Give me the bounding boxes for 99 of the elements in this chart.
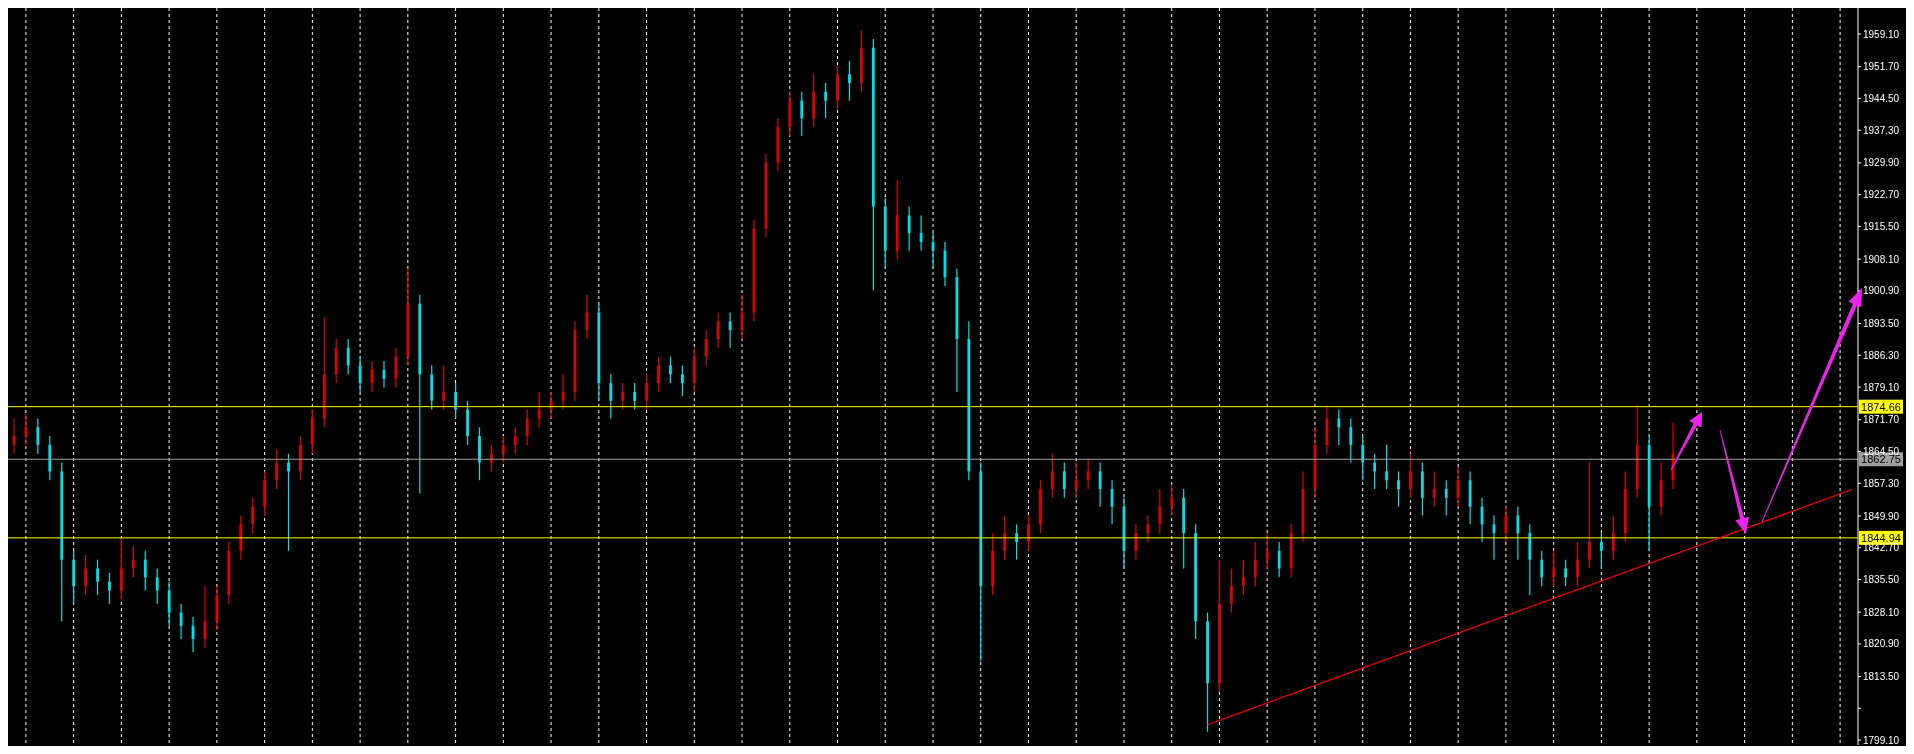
y-tick-label: 1944.50: [1863, 93, 1900, 105]
candlestick: [1003, 514, 1007, 561]
candlestick: [299, 435, 302, 481]
candlestick: [155, 567, 159, 605]
candlestick: [490, 444, 493, 472]
candlestick: [1015, 523, 1018, 561]
candlestick: [657, 356, 660, 393]
candlestick: [609, 373, 613, 420]
candlestick: [1552, 550, 1556, 587]
candlestick: [1373, 453, 1377, 490]
candlestick: [907, 205, 911, 252]
candlestick: [1218, 559, 1221, 693]
y-tick-label: 1915.50: [1863, 221, 1900, 232]
candlestick: [131, 545, 135, 578]
candlestick: [167, 581, 171, 627]
candlestick: [680, 364, 684, 397]
candlestick: [1265, 532, 1269, 570]
candlestick: [454, 382, 458, 420]
candlestick: [704, 329, 708, 367]
candlestick: [1062, 461, 1066, 499]
y-tick-label: 1799.10: [1863, 734, 1900, 746]
y-tick-label: 1849.90: [1863, 510, 1900, 522]
y-tick-label: 1922.70: [1863, 189, 1900, 201]
candlestick: [36, 417, 40, 455]
candlestick: [1564, 559, 1568, 587]
candlestick: [1361, 435, 1365, 481]
candlestick: [442, 364, 446, 411]
y-tick-label: 1937.30: [1863, 124, 1900, 136]
candlestick: [478, 426, 481, 481]
candlestick: [275, 448, 278, 490]
candlestick: [1146, 514, 1150, 543]
candlestick: [287, 453, 290, 552]
y-tick-label: 1886.30: [1863, 349, 1900, 361]
candlestick: [1432, 470, 1436, 508]
candlestick: [96, 559, 99, 596]
candlestick: [1540, 550, 1544, 587]
candlestick: [513, 426, 517, 455]
candlestick: [1409, 453, 1412, 499]
y-tick-label: 1857.30: [1863, 477, 1900, 489]
candlestick: [824, 82, 828, 119]
y-tick-label: 1813.50: [1863, 671, 1900, 683]
candlestick: [1253, 541, 1257, 587]
y-tick-label: 1929.90: [1863, 157, 1900, 169]
y-tick-label: 1959.10: [1863, 28, 1900, 40]
candlestick: [716, 311, 720, 349]
candlestick: [1098, 461, 1102, 508]
candlestick: [1241, 559, 1245, 596]
candlestick: [1588, 461, 1591, 570]
ref-line-label: 1874.66: [1861, 400, 1901, 413]
candlestick: [1444, 479, 1448, 517]
y-tick-label: 1951.70: [1863, 61, 1900, 73]
candlestick: [1039, 479, 1042, 534]
candlestick: [669, 356, 672, 384]
y-tick-label: 1900.90: [1863, 285, 1900, 297]
candlestick: [1600, 532, 1603, 570]
candlestick: [1397, 470, 1400, 508]
candlestick: [537, 391, 541, 428]
candlestick: [1385, 444, 1388, 490]
candlestick: [120, 536, 123, 600]
y-tick-label: 1820.90: [1863, 638, 1900, 650]
candlestick: [728, 311, 732, 349]
candlestick: [143, 550, 147, 592]
y-tick-label: 1908.10: [1863, 253, 1900, 265]
candlestick: [346, 338, 350, 375]
candlestick: [1206, 612, 1209, 733]
candlestick: [1086, 457, 1090, 490]
candlestick: [621, 382, 625, 411]
y-tick-label: 1842.70: [1863, 542, 1900, 554]
candlestick: [800, 91, 804, 137]
candlestick: [848, 60, 851, 102]
candlestick: [251, 497, 255, 534]
candlestick: [525, 409, 529, 446]
y-tick-label: 1835.50: [1863, 574, 1900, 586]
ref-line-label: 1844.94: [1861, 531, 1901, 544]
candlestick: [1456, 466, 1460, 508]
candlestick: [1576, 541, 1579, 587]
candlestick: [1230, 567, 1233, 614]
candlestick: [1277, 541, 1281, 578]
candlestick: [1074, 461, 1078, 499]
candlestick: [84, 554, 88, 596]
candlestick: [836, 64, 839, 111]
candlestick: [1158, 488, 1162, 534]
candlestick: [645, 373, 648, 411]
y-tick-label: 1879.10: [1863, 381, 1900, 393]
candlestick: [1027, 514, 1030, 552]
candlestick: [1337, 409, 1341, 446]
candlestick: [501, 435, 505, 464]
candlestick: [1050, 453, 1054, 499]
candlestick: [358, 356, 362, 393]
candlestick: [1611, 514, 1615, 561]
y-tick-label: 1828.10: [1863, 606, 1900, 618]
candlestick: [1170, 484, 1174, 517]
candlestick: [108, 572, 111, 605]
y-tick-label: 1871.70: [1863, 414, 1900, 426]
candlestick: [1516, 506, 1520, 561]
candlestick: [466, 400, 469, 446]
candlestick: [633, 382, 637, 411]
y-tick-label: 1893.50: [1863, 318, 1900, 330]
candlestick: [1349, 417, 1353, 464]
